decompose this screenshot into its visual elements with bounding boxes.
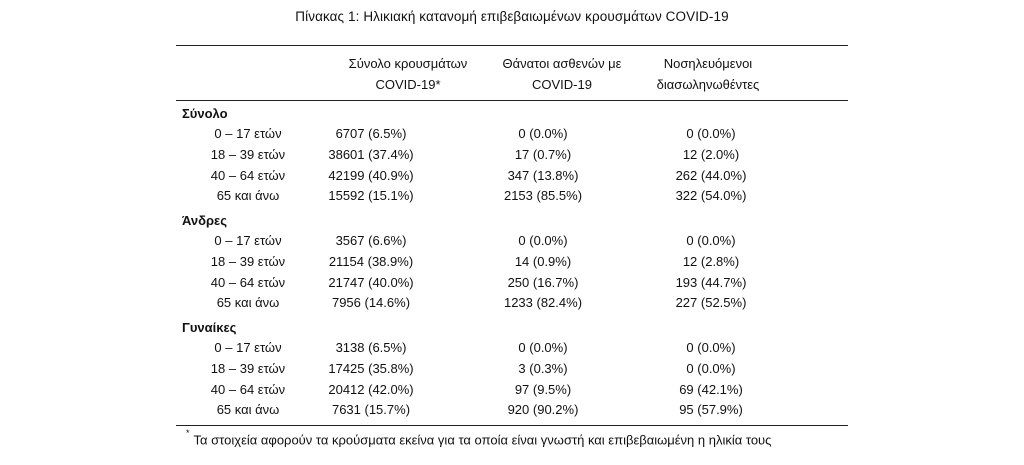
cell-intubated: 95 (57.9%) — [679, 402, 743, 417]
cell-total-cases: 15592 (15.1%) — [328, 188, 414, 203]
cell-deaths: 0 (0.0%) — [518, 233, 568, 248]
cell-total-cases: 7956 (14.6%) — [331, 295, 411, 310]
cell-deaths: 347 (13.8%) — [507, 168, 579, 183]
table-row: 40 – 64 ετών 21747 (40.0%) 250 (16.7%) 1… — [176, 273, 848, 293]
row-label: 18 – 39 ετών — [210, 361, 286, 376]
cell-intubated: 262 (44.0%) — [675, 168, 747, 183]
cell-deaths: 920 (90.2%) — [507, 402, 579, 417]
row-label: 40 – 64 ετών — [210, 382, 286, 397]
table-bottom-rule — [176, 425, 848, 426]
header-deaths-line1: Θάνατοι ασθενών με — [502, 56, 622, 71]
table-header-rule — [176, 100, 848, 101]
cell-total-cases: 3567 (6.6%) — [335, 233, 407, 248]
section-title-total: Σύνολο — [182, 106, 228, 121]
cell-intubated: 0 (0.0%) — [686, 340, 736, 355]
header-intubated: Νοσηλευόμενοι διασωληνωθέντες — [620, 53, 796, 95]
cell-deaths: 14 (0.9%) — [514, 254, 572, 269]
cell-deaths: 3 (0.3%) — [518, 361, 568, 376]
cell-deaths: 0 (0.0%) — [518, 126, 568, 141]
cell-total-cases: 38601 (37.4%) — [328, 147, 414, 162]
cell-intubated: 0 (0.0%) — [686, 233, 736, 248]
row-label: 0 – 17 ετών — [214, 340, 282, 355]
cell-deaths: 2153 (85.5%) — [503, 188, 583, 203]
cell-deaths: 17 (0.7%) — [514, 147, 572, 162]
row-label: 65 και άνω — [216, 295, 280, 310]
cell-total-cases: 7631 (15.7%) — [331, 402, 411, 417]
header-intubated-line1: Νοσηλευόμενοι — [663, 56, 753, 71]
cell-total-cases: 42199 (40.9%) — [328, 168, 414, 183]
table-row: 65 και άνω 7956 (14.6%) 1233 (82.4%) 227… — [176, 293, 848, 313]
cell-deaths: 97 (9.5%) — [514, 382, 572, 397]
section-title-men: Άνδρες — [182, 213, 227, 228]
cell-total-cases: 21747 (40.0%) — [328, 275, 414, 290]
cell-total-cases: 6707 (6.5%) — [335, 126, 407, 141]
row-label: 65 και άνω — [216, 188, 280, 203]
table-row: 18 – 39 ετών 38601 (37.4%) 17 (0.7%) 12 … — [176, 145, 848, 165]
cell-intubated: 12 (2.0%) — [682, 147, 740, 162]
section-title-women: Γυναίκες — [182, 320, 237, 335]
cell-intubated: 227 (52.5%) — [675, 295, 747, 310]
cell-total-cases: 20412 (42.0%) — [328, 382, 414, 397]
header-total-cases-line2: COVID-19* — [375, 77, 441, 92]
header-intubated-line2: διασωληνωθέντες — [656, 77, 760, 92]
cell-total-cases: 17425 (35.8%) — [328, 361, 414, 376]
cell-intubated: 0 (0.0%) — [686, 126, 736, 141]
header-total-cases-line1: Σύνολο κρουσμάτων — [348, 56, 468, 71]
row-label: 65 και άνω — [216, 402, 280, 417]
row-label: 40 – 64 ετών — [210, 168, 286, 183]
cell-deaths: 0 (0.0%) — [518, 340, 568, 355]
header-total-cases: Σύνολο κρουσμάτων COVID-19* — [320, 53, 496, 95]
header-deaths-line2: COVID-19 — [532, 77, 592, 92]
cell-intubated: 12 (2.8%) — [682, 254, 740, 269]
footnote-text: Τα στοιχεία αφορούν τα κρούσματα εκείνα … — [193, 432, 772, 448]
table-row: 18 – 39 ετών 21154 (38.9%) 14 (0.9%) 12 … — [176, 252, 848, 272]
table-row: 40 – 64 ετών 42199 (40.9%) 347 (13.8%) 2… — [176, 166, 848, 186]
table-caption: Πίνακας 1: Ηλικιακή κατανομή επιβεβαιωμέ… — [295, 9, 729, 24]
cell-intubated: 69 (42.1%) — [679, 382, 743, 397]
cell-deaths: 250 (16.7%) — [507, 275, 579, 290]
footnote: * Τα στοιχεία αφορούν τα κρούσματα εκείνα… — [186, 427, 771, 449]
table-row: 40 – 64 ετών 20412 (42.0%) 97 (9.5%) 69 … — [176, 380, 848, 400]
row-label: 40 – 64 ετών — [210, 275, 286, 290]
row-label: 18 – 39 ετών — [210, 147, 286, 162]
row-label: 0 – 17 ετών — [214, 126, 282, 141]
cell-intubated: 322 (54.0%) — [675, 188, 747, 203]
cell-intubated: 0 (0.0%) — [686, 361, 736, 376]
cell-intubated: 193 (44.7%) — [675, 275, 747, 290]
table-row: 0 – 17 ετών 3138 (6.5%) 0 (0.0%) 0 (0.0%… — [176, 338, 848, 358]
table-row: 0 – 17 ετών 3567 (6.6%) 0 (0.0%) 0 (0.0%… — [176, 231, 848, 251]
header-deaths: Θάνατοι ασθενών με COVID-19 — [474, 53, 650, 95]
cell-total-cases: 21154 (38.9%) — [328, 254, 414, 269]
table-row: 0 – 17 ετών 6707 (6.5%) 0 (0.0%) 0 (0.0%… — [176, 124, 848, 144]
table-row: 65 και άνω 7631 (15.7%) 920 (90.2%) 95 (… — [176, 400, 848, 420]
cell-total-cases: 3138 (6.5%) — [335, 340, 407, 355]
table-top-rule — [176, 45, 848, 46]
table-row: 65 και άνω 15592 (15.1%) 2153 (85.5%) 32… — [176, 186, 848, 206]
cell-deaths: 1233 (82.4%) — [503, 295, 583, 310]
footnote-marker: * — [186, 428, 190, 438]
row-label: 0 – 17 ετών — [214, 233, 282, 248]
row-label: 18 – 39 ετών — [210, 254, 286, 269]
table-row: 18 – 39 ετών 17425 (35.8%) 3 (0.3%) 0 (0… — [176, 359, 848, 379]
